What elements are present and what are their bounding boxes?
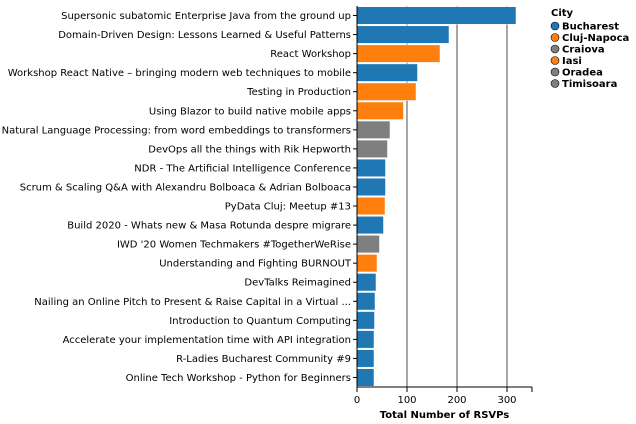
category-label: Accelerate your implementation time with… — [63, 335, 351, 346]
category-label: Build 2020 - Whats new & Masa Rotunda de… — [67, 221, 351, 232]
legend-title: City — [551, 8, 574, 19]
bar-10 — [356, 197, 386, 216]
legend-swatch — [550, 21, 560, 31]
bar-13 — [356, 254, 378, 273]
category-label: Supersonic subatomic Enterprise Java fro… — [61, 11, 351, 22]
category-label: Nailing an Online Pitch to Present & Rai… — [34, 297, 351, 308]
bar-12 — [356, 235, 380, 254]
bar-6 — [356, 120, 391, 139]
bar-9 — [356, 177, 386, 196]
bar-14 — [356, 273, 377, 292]
category-label: Domain-Driven Design: Lessons Learned & … — [58, 30, 351, 41]
legend: City BucharestCluj-NapocaCraiovaIasiOrad… — [550, 8, 629, 90]
category-label: NDR - The Artificial Intelligence Confer… — [134, 163, 351, 174]
category-label: Natural Language Processing: from word e… — [2, 125, 351, 136]
bar-4 — [356, 82, 417, 101]
bar-18 — [356, 349, 375, 368]
category-label: Using Blazor to build native mobile apps — [149, 106, 351, 117]
bar-15 — [356, 292, 376, 311]
bar-0 — [356, 6, 517, 25]
x-axis: 0 100 200 300 — [354, 6, 533, 406]
category-label: Scrum & Scaling Q&A with Alexandru Bolbo… — [20, 182, 351, 193]
category-label: PyData Cluj: Meetup #13 — [225, 202, 351, 213]
bar-1 — [356, 25, 450, 44]
bar-7 — [356, 139, 388, 158]
bar-11 — [356, 216, 384, 235]
category-label: IWD '20 Women Techmakers #TogetherWeRise — [117, 240, 351, 251]
category-label: DevOps all the things with Rik Hepworth — [148, 144, 351, 155]
bar-19 — [356, 368, 375, 387]
legend-swatch — [550, 79, 560, 88]
legend-swatch — [550, 44, 560, 54]
legend-swatch — [550, 56, 560, 65]
x-tick-label: 300 — [497, 395, 516, 406]
bar-17 — [356, 330, 375, 349]
bar-5 — [356, 101, 404, 120]
category-label: R-Ladies Bucharest Community #9 — [176, 354, 351, 365]
bars — [356, 6, 517, 387]
x-axis-title: Total Number of RSVPs — [380, 410, 510, 421]
category-labels: Supersonic subatomic Enterprise Java fro… — [2, 11, 357, 384]
legend-label: Oradea — [562, 68, 603, 79]
category-label: Understanding and Fighting BURNOUT — [159, 259, 352, 270]
category-label: React Workshop — [270, 49, 351, 60]
legend-label: Craiova — [562, 45, 605, 56]
x-tick-label: 100 — [397, 395, 416, 406]
bar-16 — [356, 311, 375, 330]
bar-8 — [356, 158, 386, 177]
x-tick-label: 200 — [447, 395, 466, 406]
legend-swatch — [550, 67, 560, 77]
grid-lines — [406, 6, 508, 387]
category-label: DevTalks Reimagined — [244, 278, 351, 289]
category-label: Testing in Production — [246, 87, 351, 98]
bar-2 — [356, 44, 441, 63]
legend-label: Iasi — [562, 56, 582, 67]
legend-swatch — [550, 33, 560, 42]
legend-label: Timisoara — [562, 79, 617, 90]
legend-label: Bucharest — [562, 22, 619, 33]
bar-3 — [356, 63, 418, 82]
x-tick-label: 0 — [354, 395, 360, 406]
legend-label: Cluj-Napoca — [562, 33, 629, 44]
category-label: Introduction to Quantum Computing — [169, 316, 351, 327]
category-label: Workshop React Native – bringing modern … — [8, 68, 351, 79]
category-label: Online Tech Workshop - Python for Beginn… — [126, 373, 351, 384]
